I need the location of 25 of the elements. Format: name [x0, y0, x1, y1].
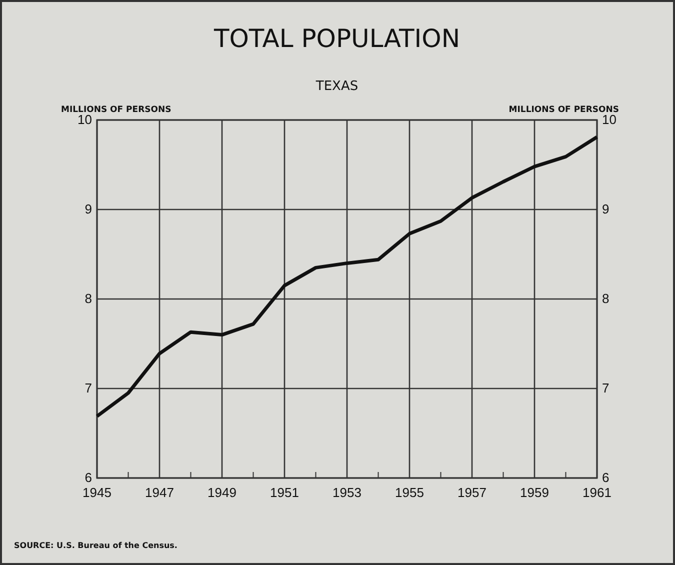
x-tick-label: 1949	[208, 485, 236, 500]
x-tick-label: 1947	[145, 485, 174, 500]
x-tick-label: 1951	[270, 485, 299, 500]
y2-axis-title: MILLIONS OF PERSONS	[508, 105, 619, 115]
y2-tick-label: 8	[602, 291, 610, 306]
y2-tick-label: 9	[602, 202, 610, 217]
y-tick-label: 7	[84, 380, 92, 396]
chart-subtitle: TEXAS	[314, 79, 358, 94]
x-tick-label: 1953	[332, 485, 362, 500]
y-tick-label: 10	[78, 112, 92, 128]
y-tick-label: 6	[84, 470, 92, 486]
y-tick-label: 8	[84, 291, 92, 306]
x-tick-label: 1945	[82, 485, 112, 500]
source-note: SOURCE: U.S. Bureau of the Census.	[14, 541, 178, 550]
y-axis-title: MILLIONS OF PERSONS	[61, 105, 172, 115]
y2-tick-label: 6	[602, 470, 610, 486]
chart-title: TOTAL POPULATION	[212, 24, 460, 53]
y-tick-label: 9	[84, 202, 92, 217]
x-tick-label: 1955	[395, 485, 424, 500]
line-series	[95, 135, 599, 418]
y2-tick-label: 10	[602, 112, 616, 128]
x-tick-label: 1961	[582, 485, 612, 500]
x-tick-label: 1957	[458, 485, 486, 500]
x-tick-label: 1959	[520, 485, 549, 500]
y2-tick-label: 7	[602, 380, 610, 396]
